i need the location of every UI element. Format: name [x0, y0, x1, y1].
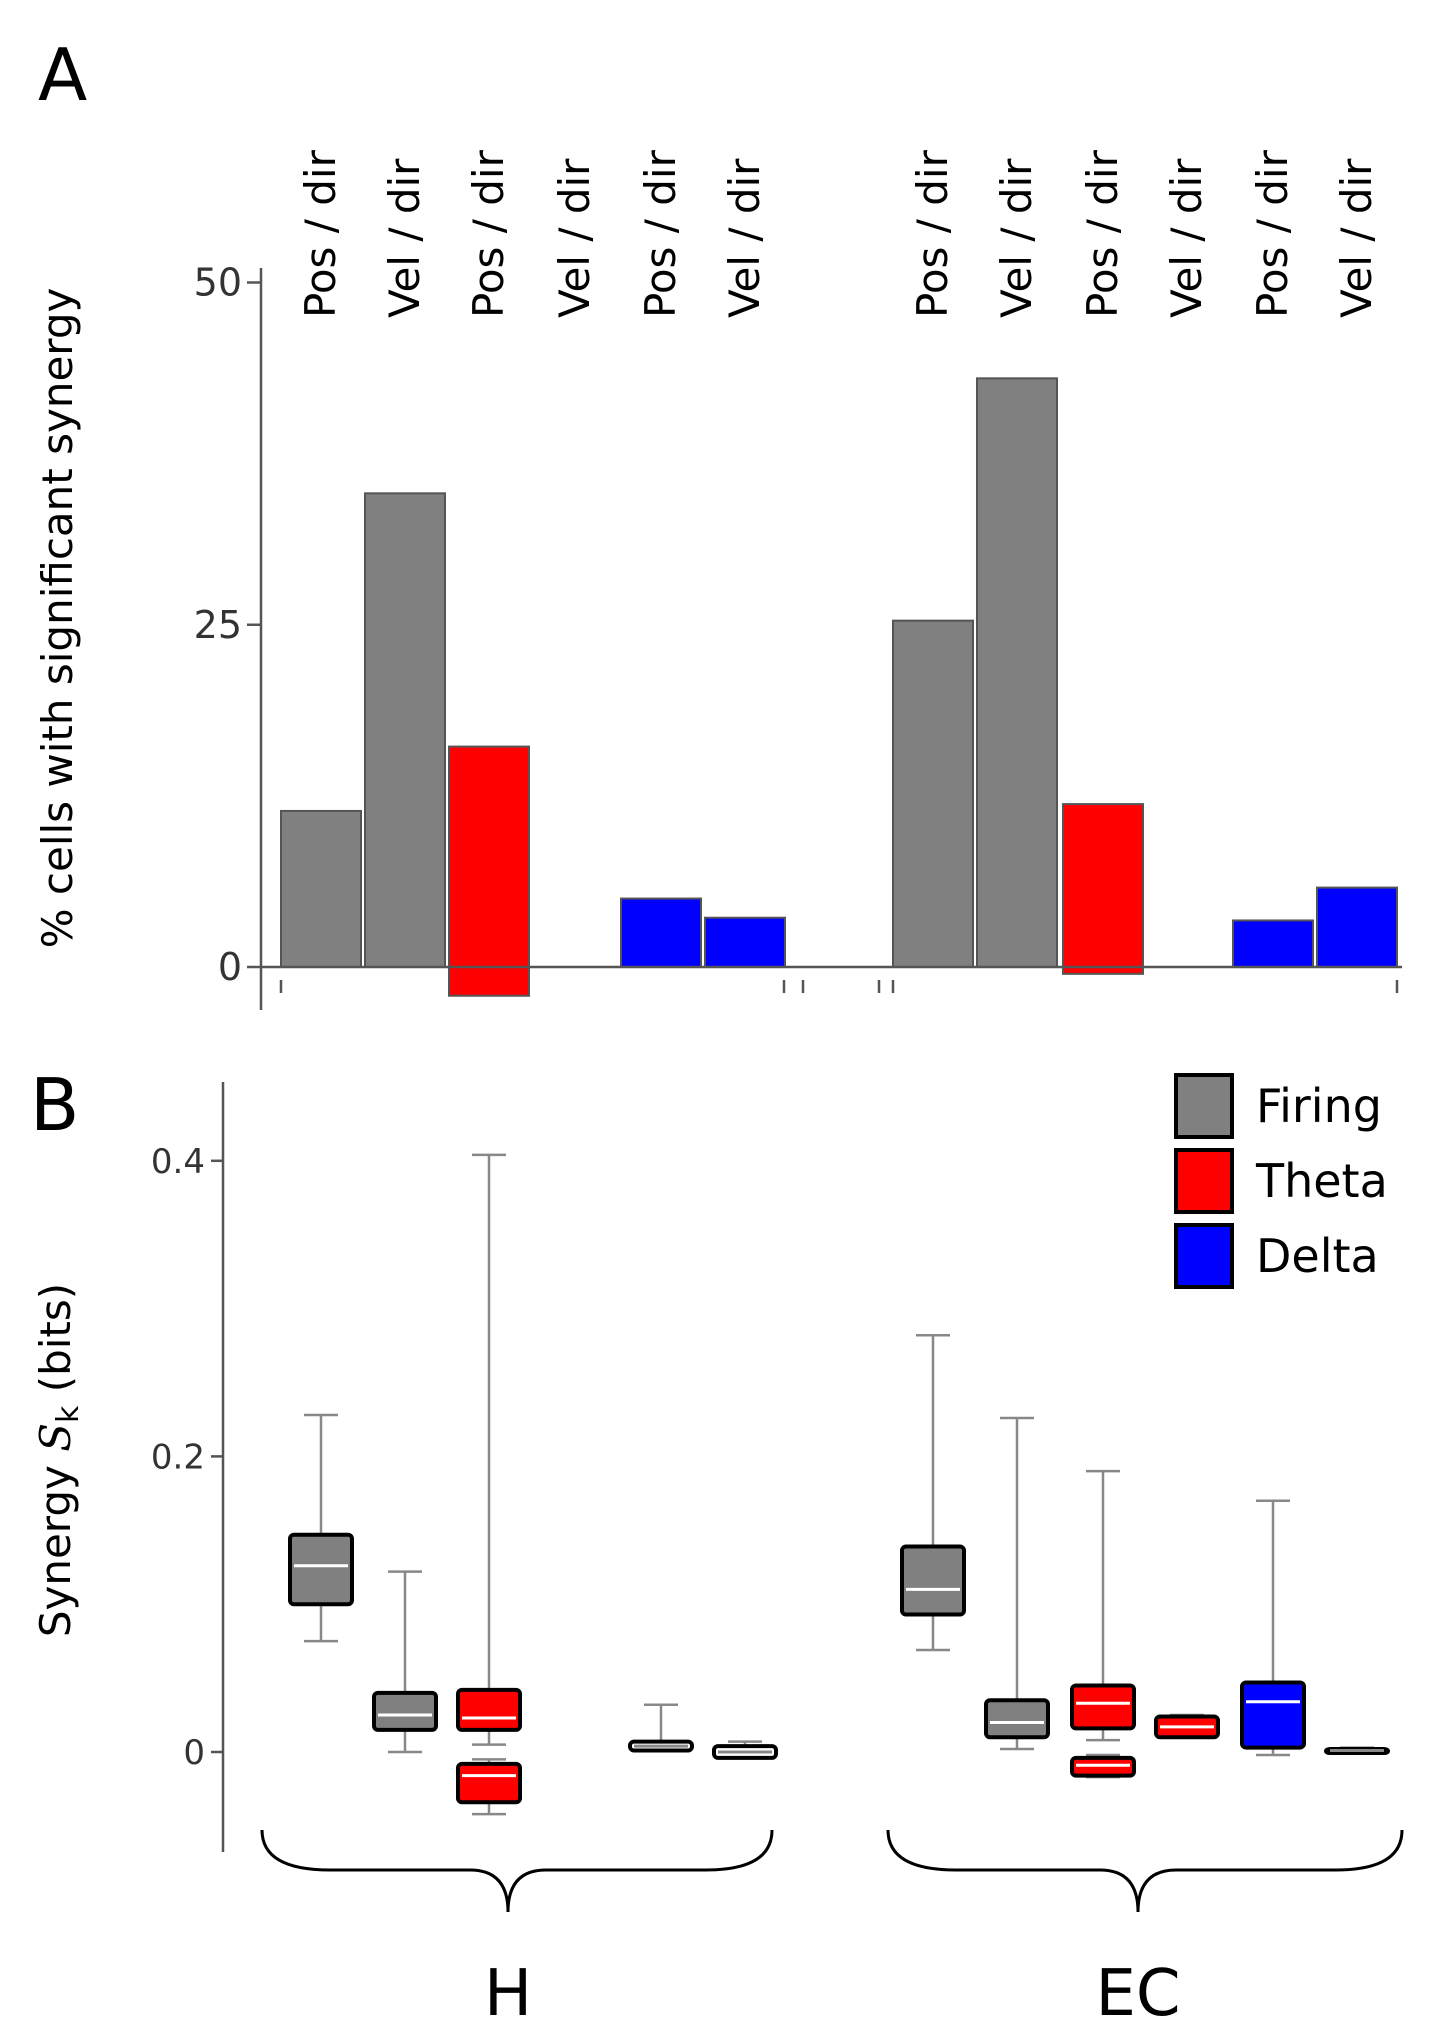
boxes	[288, 1153, 1390, 1816]
y-tick-label: 25	[194, 603, 242, 647]
y-ticks: 0 25 50	[194, 261, 261, 989]
box-delta	[1324, 1746, 1390, 1756]
category-label: Vel / dir	[992, 158, 1041, 318]
panel-a-letter: A	[38, 33, 87, 117]
category-label: Vel / dir	[550, 158, 599, 318]
box-body	[900, 1544, 966, 1617]
group-label-h: H	[484, 1957, 532, 2026]
box-firing	[372, 1570, 438, 1754]
bar-firing	[976, 377, 1058, 968]
box-firing	[900, 1333, 966, 1652]
legend-label-firing: Firing	[1256, 1079, 1382, 1133]
y-ticks: 0 0.2 0.4	[151, 1142, 223, 1773]
box-delta	[1240, 1499, 1306, 1757]
h-group-brace	[260, 1829, 774, 1913]
category-label: Vel / dir	[720, 158, 769, 318]
category-label: Pos / dir	[464, 149, 513, 318]
box-body	[1070, 1683, 1136, 1731]
box-firing	[288, 1413, 354, 1643]
box-body	[456, 1687, 522, 1732]
y-tick-label: 0	[218, 945, 242, 989]
box-delta	[628, 1703, 694, 1753]
y-tick-label: 0.2	[151, 1437, 205, 1477]
box-theta	[1070, 1469, 1136, 1742]
category-label: Pos / dir	[908, 149, 957, 318]
group-label-ec: EC	[1095, 1957, 1180, 2026]
bar-firing	[892, 619, 974, 968]
bar-firing	[364, 492, 446, 968]
category-label: Vel / dir	[1162, 158, 1211, 318]
category-label: Pos / dir	[1248, 149, 1297, 318]
y-axis-label: Synergy Sk (bits)	[31, 1283, 86, 1637]
bars	[280, 377, 1398, 997]
box-body	[456, 1761, 522, 1805]
box-theta	[456, 1153, 522, 1746]
bar-delta	[1232, 919, 1314, 968]
box-body	[372, 1690, 438, 1732]
category-label: Vel / dir	[380, 158, 429, 318]
legend: Firing Theta Delta	[1174, 1073, 1388, 1289]
panel-b-chart: 0 0.2 0.4 Synergy Sk (bits) Firing Theta Del…	[31, 1073, 1404, 2026]
y-tick-label: 0.4	[151, 1142, 205, 1182]
legend-swatch-firing	[1174, 1073, 1234, 1139]
y-tick-label: 0	[183, 1733, 205, 1773]
ec-group-brace	[886, 1829, 1404, 1913]
category-label: Pos / dir	[1078, 149, 1127, 318]
box-firing	[984, 1416, 1050, 1751]
legend-label-theta: Theta	[1255, 1154, 1388, 1208]
axes	[259, 268, 1402, 1010]
box-body	[288, 1532, 354, 1607]
panel-b-letter: B	[30, 1063, 79, 1147]
box-body	[1240, 1680, 1306, 1750]
box-theta	[456, 1758, 522, 1816]
category-label: Pos / dir	[296, 149, 345, 318]
bar-theta	[1062, 803, 1144, 975]
legend-label-delta: Delta	[1256, 1229, 1379, 1283]
box-delta	[712, 1740, 778, 1760]
bar-theta	[448, 745, 530, 997]
category-label: Vel / dir	[1332, 158, 1381, 318]
legend-swatch-theta	[1174, 1148, 1234, 1214]
box-body	[984, 1698, 1050, 1740]
box-theta	[1154, 1713, 1220, 1740]
category-labels: Pos / dir Vel / dir Pos / dir Vel / dir Pos …	[296, 149, 1381, 318]
category-label: Pos / dir	[636, 149, 685, 318]
bar-delta	[620, 897, 702, 968]
bar-delta	[704, 916, 786, 969]
legend-swatch-delta	[1174, 1223, 1234, 1289]
bar-firing	[280, 809, 362, 969]
panel-a-chart: Pos / dir Vel / dir Pos / dir Vel / dir Pos …	[33, 149, 1402, 1010]
box-theta	[1070, 1753, 1136, 1779]
y-tick-label: 50	[194, 261, 242, 305]
bar-delta	[1316, 886, 1398, 969]
y-axis-label: % cells with significant synergy	[33, 288, 82, 949]
